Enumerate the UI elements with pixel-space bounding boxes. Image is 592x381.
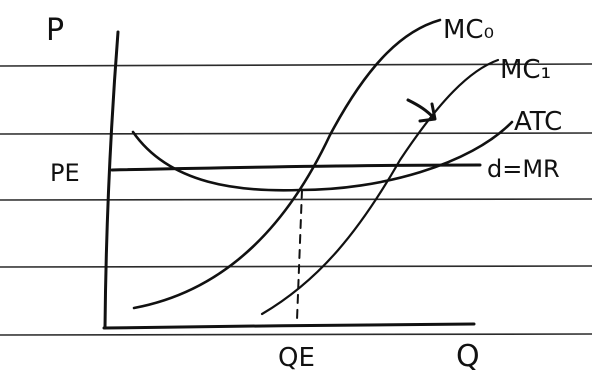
atc-label: ATC <box>514 107 562 137</box>
ruled-line <box>0 132 592 135</box>
demand-mr-label: d=MR <box>487 155 560 183</box>
shift-arrow-icon <box>406 98 437 123</box>
ruled-lines <box>0 63 592 336</box>
price-label: PE <box>50 159 80 187</box>
mc1-label: MC₁ <box>500 55 551 85</box>
ruled-line <box>0 63 592 67</box>
y-axis <box>103 30 120 330</box>
x-axis <box>102 322 476 330</box>
demand-mr-line <box>110 163 482 172</box>
y-axis-label: P <box>46 13 64 48</box>
ruled-line <box>0 333 592 336</box>
atc-curve <box>131 120 514 192</box>
mc0-curve <box>132 18 442 310</box>
mc0-label: MC₀ <box>443 15 494 45</box>
x-axis-label: Q <box>456 339 480 374</box>
ruled-line <box>0 265 592 268</box>
qe-dashed-line <box>296 189 303 321</box>
mc1-curve <box>260 58 500 316</box>
ruled-line <box>0 198 592 201</box>
quantity-label: QE <box>278 343 315 373</box>
